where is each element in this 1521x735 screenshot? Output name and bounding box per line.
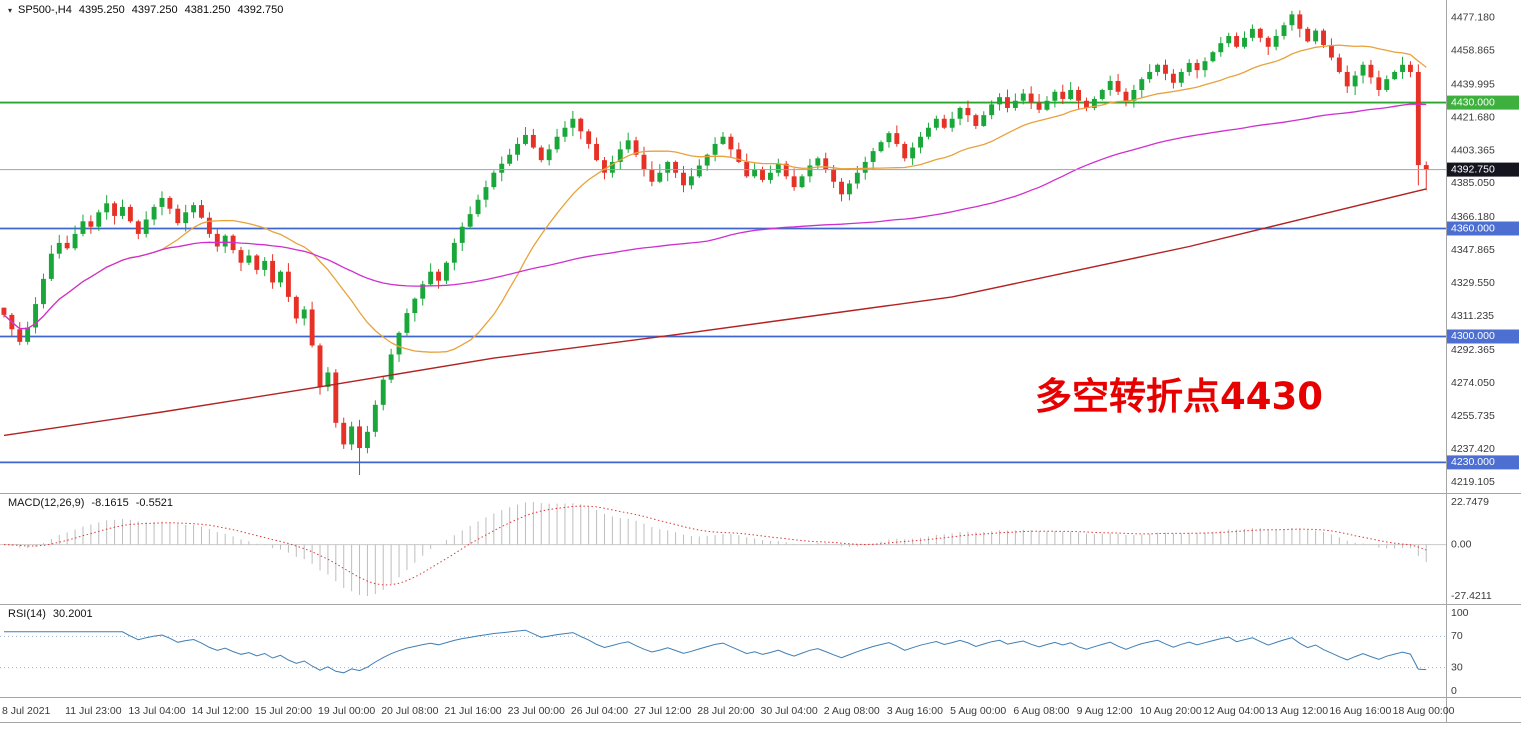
svg-text:2 Aug 08:00: 2 Aug 08:00	[824, 705, 880, 717]
rsi-axis-labels[interactable]: 100 70 30 0	[1451, 607, 1469, 697]
svg-text:0: 0	[1451, 685, 1457, 697]
svg-text:6 Aug 08:00: 6 Aug 08:00	[1013, 705, 1069, 717]
macd-indicator-label: MACD(12,26,9) -8.1615 -0.5521	[8, 497, 173, 509]
svg-text:4292.365: 4292.365	[1451, 344, 1495, 356]
svg-text:13 Jul 04:00: 13 Jul 04:00	[128, 705, 185, 717]
svg-text:4430.000: 4430.000	[1451, 96, 1495, 108]
svg-text:20 Jul 08:00: 20 Jul 08:00	[381, 705, 438, 717]
svg-text:14 Jul 12:00: 14 Jul 12:00	[192, 705, 249, 717]
macd-histogram	[11, 502, 1427, 596]
macd-main-value: -8.1615	[91, 497, 129, 509]
svg-text:19 Jul 00:00: 19 Jul 00:00	[318, 705, 375, 717]
svg-text:18 Aug 00:00: 18 Aug 00:00	[1393, 705, 1455, 717]
svg-text:4329.550: 4329.550	[1451, 277, 1495, 289]
svg-text:15 Jul 20:00: 15 Jul 20:00	[255, 705, 312, 717]
svg-text:4300.000: 4300.000	[1451, 330, 1495, 342]
svg-text:4392.750: 4392.750	[1451, 163, 1495, 175]
macd-name: MACD(12,26,9)	[8, 497, 85, 509]
rsi-name: RSI(14)	[8, 608, 46, 620]
svg-text:70: 70	[1451, 630, 1463, 642]
svg-text:13 Aug 12:00: 13 Aug 12:00	[1266, 705, 1328, 717]
svg-text:4311.235: 4311.235	[1451, 310, 1494, 322]
chart-shift-icon: ▾	[8, 5, 13, 15]
level-badge: 4300.000	[1447, 329, 1519, 344]
macd-axis-labels[interactable]: 22.7479 0.00 -27.4211	[1451, 496, 1492, 602]
macd-signal-value: -0.5521	[135, 497, 174, 509]
svg-text:27 Jul 12:00: 27 Jul 12:00	[634, 705, 691, 717]
svg-text:11 Jul 23:00: 11 Jul 23:00	[65, 705, 122, 717]
svg-text:12 Aug 04:00: 12 Aug 04:00	[1203, 705, 1265, 717]
svg-text:4403.365: 4403.365	[1451, 144, 1495, 156]
svg-text:4237.420: 4237.420	[1451, 443, 1495, 455]
price-axis-labels[interactable]: 4477.180 4458.865 4439.995 4421.680 4403.365…	[1451, 11, 1495, 487]
svg-text:4347.865: 4347.865	[1451, 244, 1495, 256]
time-axis-labels[interactable]: 8 Jul 2021 11 Jul 23:00 13 Jul 04:00 14 Jul…	[2, 705, 1455, 717]
bar-high-value: 4397.250	[131, 4, 178, 16]
bar-close-value: 4392.750	[237, 4, 284, 16]
svg-text:4421.680: 4421.680	[1451, 111, 1495, 123]
ma-fast-line	[3, 44, 1427, 353]
svg-text:4477.180: 4477.180	[1451, 11, 1495, 23]
svg-text:4274.050: 4274.050	[1451, 377, 1495, 389]
rsi-line	[4, 629, 1427, 674]
rsi-indicator-label: RSI(14) 30.2001	[8, 608, 93, 620]
chart-annotation-text: 多空转折点4430	[1035, 375, 1323, 418]
svg-text:10 Aug 20:00: 10 Aug 20:00	[1140, 705, 1202, 717]
level-badge: 4360.000	[1447, 221, 1519, 236]
svg-text:30: 30	[1451, 661, 1463, 673]
bar-low-value: 4381.250	[184, 4, 231, 16]
level-badge: 4392.750	[1447, 162, 1519, 177]
svg-text:4360.000: 4360.000	[1451, 222, 1495, 234]
svg-text:22.7479: 22.7479	[1451, 496, 1489, 508]
rsi-value: 30.2001	[52, 608, 93, 620]
svg-text:21 Jul 16:00: 21 Jul 16:00	[444, 705, 501, 717]
level-badge: 4230.000	[1447, 455, 1519, 470]
svg-text:4255.735: 4255.735	[1451, 410, 1495, 422]
svg-text:4439.995: 4439.995	[1451, 78, 1495, 90]
symbol-info-bar: ▾ SP500-,H4 4395.250 4397.250 4381.250 4…	[8, 4, 283, 16]
svg-text:4366.180: 4366.180	[1451, 211, 1495, 223]
levels-layer[interactable]	[0, 101, 1446, 464]
svg-text:5 Aug 00:00: 5 Aug 00:00	[950, 705, 1006, 717]
symbol-name: SP500-,H4	[18, 4, 72, 16]
svg-text:26 Jul 04:00: 26 Jul 04:00	[571, 705, 628, 717]
svg-text:28 Jul 20:00: 28 Jul 20:00	[697, 705, 754, 717]
macd-signal-line	[3, 505, 1427, 586]
svg-text:4458.865: 4458.865	[1451, 44, 1495, 56]
svg-text:8 Jul 2021: 8 Jul 2021	[2, 705, 51, 717]
svg-text:-27.4211: -27.4211	[1451, 590, 1492, 602]
svg-text:4219.105: 4219.105	[1451, 476, 1495, 488]
svg-text:9 Aug 12:00: 9 Aug 12:00	[1077, 705, 1133, 717]
ma-slow-line	[3, 188, 1427, 437]
svg-text:3 Aug 16:00: 3 Aug 16:00	[887, 705, 943, 717]
svg-text:100: 100	[1451, 607, 1469, 619]
svg-text:23 Jul 00:00: 23 Jul 00:00	[508, 705, 565, 717]
level-badge: 4430.000	[1447, 95, 1519, 110]
svg-text:0.00: 0.00	[1451, 538, 1472, 550]
ma-mid-line	[3, 103, 1427, 330]
svg-text:4230.000: 4230.000	[1451, 456, 1495, 468]
bar-open-value: 4395.250	[78, 4, 125, 16]
svg-text:4385.050: 4385.050	[1451, 177, 1495, 189]
svg-text:16 Aug 16:00: 16 Aug 16:00	[1329, 705, 1391, 717]
svg-text:30 Jul 04:00: 30 Jul 04:00	[761, 705, 818, 717]
